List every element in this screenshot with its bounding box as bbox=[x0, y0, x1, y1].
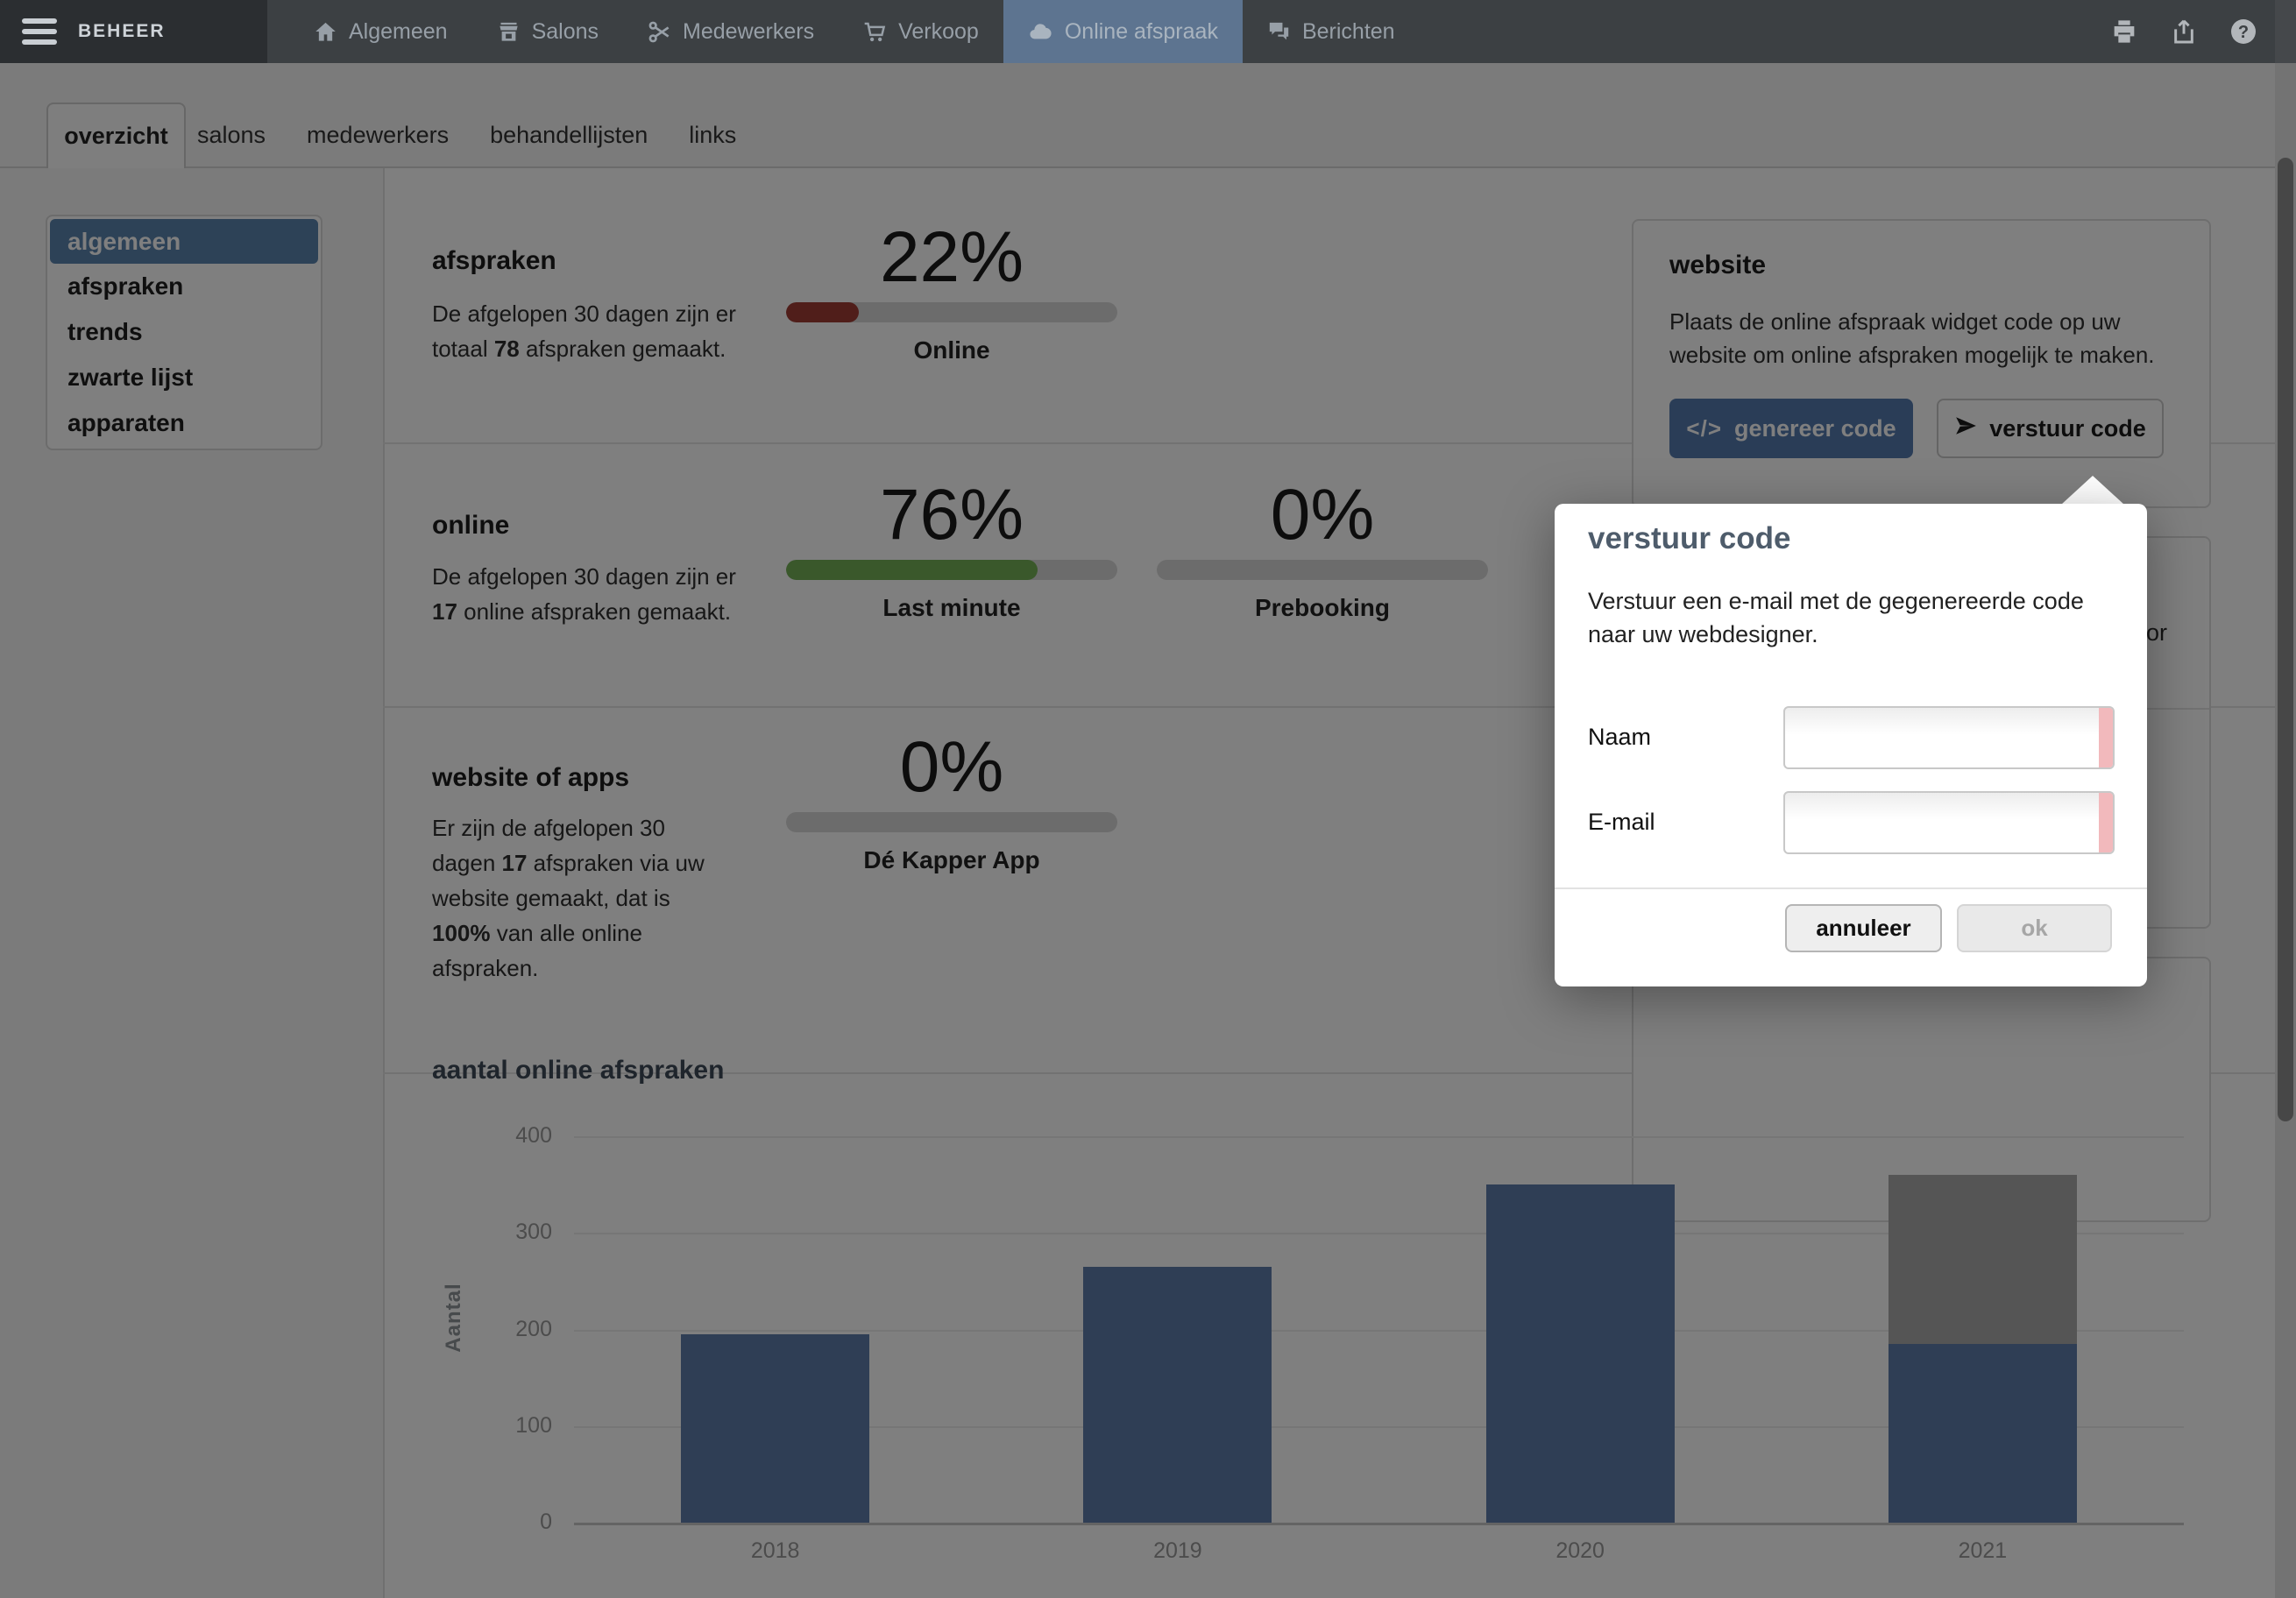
nav-item-berichten[interactable]: Berichten bbox=[1243, 0, 1420, 63]
nav-item-label: Salons bbox=[531, 18, 599, 44]
cart-icon bbox=[863, 20, 887, 44]
ok-button[interactable]: ok bbox=[1957, 904, 2112, 952]
name-input[interactable] bbox=[1783, 706, 2115, 769]
chat-icon bbox=[1267, 20, 1291, 44]
dialog-body-text: Verstuur een e-mail met de gegenereerde … bbox=[1588, 588, 2084, 647]
hamburger-menu-icon[interactable] bbox=[22, 18, 57, 45]
scrollbar-corner bbox=[2275, 0, 2296, 63]
brand-block: BEHEER bbox=[0, 0, 267, 63]
svg-text:?: ? bbox=[2238, 23, 2249, 42]
dialog-footer-divider bbox=[1555, 887, 2147, 889]
scissors-icon bbox=[648, 20, 671, 44]
nav-item-label: Berichten bbox=[1301, 18, 1395, 44]
nav-item-label: Algemeen bbox=[349, 18, 448, 44]
nav-item-medewerkers[interactable]: Medewerkers bbox=[623, 0, 839, 63]
brand-label: BEHEER bbox=[78, 21, 166, 41]
nav-item-salons[interactable]: Salons bbox=[472, 0, 623, 63]
nav-item-label: Verkoop bbox=[898, 18, 979, 44]
email-input[interactable] bbox=[1783, 791, 2115, 854]
home-icon bbox=[314, 20, 337, 44]
printer-icon[interactable] bbox=[2110, 18, 2138, 46]
email-field-label: E-mail bbox=[1588, 809, 1655, 835]
nav-item-algemeen[interactable]: Algemeen bbox=[289, 0, 472, 63]
help-icon[interactable]: ? bbox=[2229, 18, 2257, 46]
nav-item-label: Medewerkers bbox=[683, 18, 815, 44]
modal-caret bbox=[2061, 476, 2124, 505]
cancel-button[interactable]: annuleer bbox=[1785, 904, 1942, 952]
nav-actions: ? bbox=[2110, 0, 2257, 63]
top-navbar: BEHEER Algemeen Salons Medewerkers Verko… bbox=[0, 0, 2296, 63]
share-icon[interactable] bbox=[2170, 18, 2198, 46]
cloud-icon bbox=[1028, 19, 1053, 45]
name-field-label: Naam bbox=[1588, 724, 1652, 750]
store-icon bbox=[497, 20, 521, 44]
name-field-wrap bbox=[1783, 706, 2115, 769]
email-field-wrap bbox=[1783, 791, 2115, 854]
nav-item-online-afspraak[interactable]: Online afspraak bbox=[1003, 0, 1243, 63]
nav-item-verkoop[interactable]: Verkoop bbox=[839, 0, 1003, 63]
dialog-buttons: annuleer ok bbox=[1785, 904, 2112, 952]
nav-item-label: Online afspraak bbox=[1064, 18, 1218, 44]
verstuur-code-dialog: verstuur code Verstuur een e-mail met de… bbox=[1555, 504, 2147, 986]
dialog-title: verstuur code bbox=[1588, 521, 1791, 555]
main-nav: Algemeen Salons Medewerkers Verkoop Onli… bbox=[289, 0, 1420, 63]
